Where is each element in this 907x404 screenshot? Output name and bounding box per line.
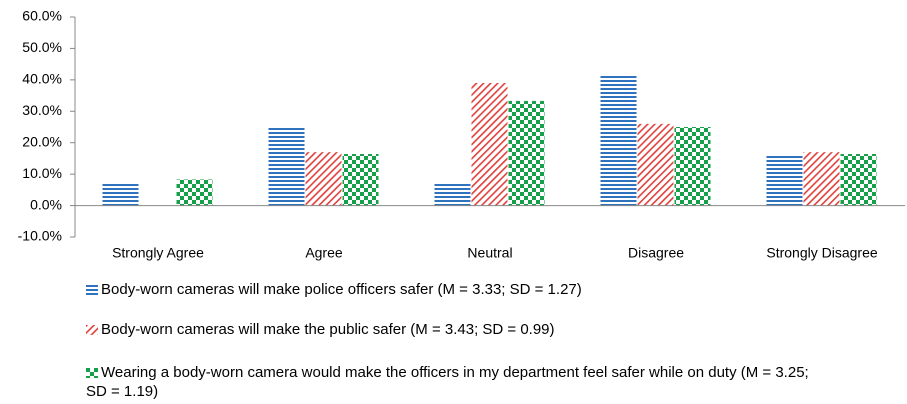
- y-tick-label: 0.0%: [30, 196, 62, 212]
- x-tick-label: Agree: [305, 245, 343, 261]
- y-tick-label: 10.0%: [22, 165, 62, 181]
- bar: [766, 154, 803, 206]
- legend-label: Wearing a body-worn camera would make th…: [86, 364, 809, 400]
- bar: [637, 123, 674, 206]
- bar: [102, 183, 139, 206]
- x-tick-label: Strongly Disagree: [766, 245, 877, 261]
- x-tick-label: Strongly Agree: [112, 245, 204, 261]
- legend-item: Body-worn cameras will make the public s…: [86, 320, 826, 339]
- bar: [305, 152, 342, 206]
- bar: [803, 152, 840, 206]
- legend-item: Body-worn cameras will make police offic…: [86, 280, 826, 299]
- legend-swatch: [86, 285, 98, 296]
- y-tick-label: 20.0%: [22, 133, 62, 149]
- legend-swatch: [86, 325, 98, 336]
- bar: [342, 154, 379, 206]
- y-tick-label: 30.0%: [22, 102, 62, 118]
- bar: [600, 74, 637, 206]
- bar: [840, 154, 877, 206]
- legend-label: Body-worn cameras will make police offic…: [101, 281, 582, 298]
- bar: [508, 100, 545, 206]
- bar: [434, 183, 471, 206]
- legend-swatch: [86, 368, 98, 379]
- legend-item: Wearing a body-worn camera would make th…: [86, 363, 826, 401]
- y-tick-label: 50.0%: [22, 39, 62, 55]
- x-tick-label: Disagree: [628, 245, 684, 261]
- x-tick-label: Neutral: [467, 245, 512, 261]
- bar: [674, 127, 711, 206]
- y-tick-label: -10.0%: [18, 228, 62, 244]
- y-tick-label: 40.0%: [22, 71, 62, 87]
- legend-label: Body-worn cameras will make the public s…: [101, 321, 555, 338]
- bar: [268, 127, 305, 206]
- bar: [176, 179, 213, 206]
- bar: [471, 83, 508, 206]
- y-tick-label: 60.0%: [22, 8, 62, 24]
